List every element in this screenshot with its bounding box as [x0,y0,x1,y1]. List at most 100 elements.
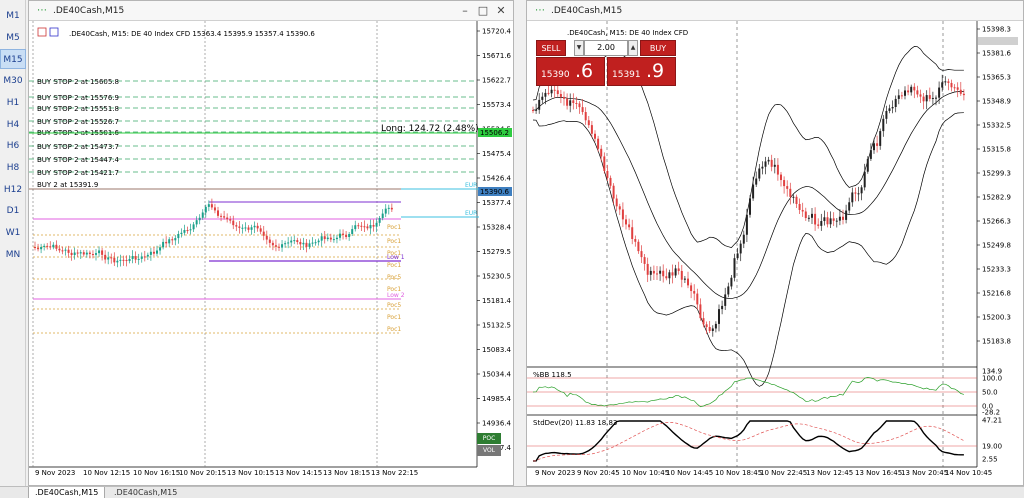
timeframe-w1[interactable]: W1 [5,228,21,238]
lot-increase-button[interactable]: ▲ [628,40,638,56]
candle-body [665,276,668,279]
timeframe-h6[interactable]: H6 [6,141,20,152]
timeframe-m30[interactable]: M30 [3,76,23,87]
buy-stop-label: BUY STOP 2 at 15473.7 [37,143,119,151]
candle-body [615,198,618,207]
price-chart-right[interactable]: .DE40Cash, M15: DE 40 Index CFD 15398.3 15… [527,21,1023,485]
candle-body [826,217,829,225]
minimize-icon[interactable]: – [462,4,468,17]
green-price-tag-text: 15506.2 [480,129,509,137]
poc-label: Poc1 [387,262,401,269]
candle-body [146,254,149,257]
candle-body [606,170,609,178]
chart-tab-1[interactable]: .DE40Cash,M15 [28,487,106,498]
candle-body [299,242,302,245]
timeframe-m5[interactable]: M5 [6,32,20,43]
time-tick-label: 9 Nov 2023 [35,469,75,477]
maximize-icon[interactable]: □ [477,4,489,17]
candle-body [535,109,538,111]
sell-price-button[interactable]: 15390 .6 [536,57,605,86]
timeframe-d1[interactable]: D1 [6,206,20,217]
candle-body [919,94,922,97]
timeframe-mn[interactable]: MN [5,249,21,260]
candle-body [253,225,256,228]
candle-body [866,158,869,172]
candle-body [369,225,372,229]
candle-body [566,98,569,106]
candle-body [183,230,186,233]
lot-size-input[interactable]: 2.00 [584,40,628,56]
window-titlebar-left[interactable]: ⋯ .DE40Cash,M15 – □ ✕ [29,1,513,21]
candle-body [357,225,360,227]
chart-tab-2[interactable]: .DE40Cash,M15 [114,488,178,497]
time-tick-label: 13 Nov 18:15 [323,469,370,477]
chart-window-right[interactable]: ⋯ .DE40Cash,M15 .DE40Cash, M15: DE 40 In… [526,0,1024,486]
candle-body [736,253,739,259]
candle-body [278,246,280,248]
candle-body [82,252,85,255]
candle-body [767,159,770,162]
candle-body [832,218,835,221]
long-profit-label: Long: 124.72 (2.48%) [381,124,479,134]
candle-body [550,89,553,94]
candle-body [795,196,798,204]
vol-button[interactable]: VOL [477,445,501,456]
time-tick-label: 10 Nov 20:15 [179,469,226,477]
candle-body [107,257,110,260]
candle-body [85,252,88,255]
candle-body [314,242,317,244]
candle-body [634,239,637,242]
poc-button[interactable]: POC [477,433,501,444]
candle-body [820,221,823,226]
candle-body [556,90,559,95]
candle-body [265,235,268,240]
candle-body [381,213,384,219]
buy-price-button[interactable]: 15391 .9 [607,57,676,86]
close-icon[interactable]: ✕ [496,4,506,17]
candle-body [764,161,767,167]
candle-body [584,112,587,121]
candle-body [811,213,813,218]
chart-window-left[interactable]: ⋯ .DE40Cash,M15 – □ ✕ .DE40Cash, M15: DE… [28,0,514,486]
candle-body [140,256,143,259]
candle-body [904,90,906,96]
stddev-axis-label: 2.55 [982,456,998,464]
timeframe-h8[interactable]: H8 [6,162,20,173]
price-tick-label: 15328.4 [482,224,511,232]
candle-body [894,98,897,107]
candle-body [770,159,773,167]
window-titlebar-right[interactable]: ⋯ .DE40Cash,M15 [527,1,1023,21]
candle-body [854,192,857,194]
time-tick-label: 10 Nov 10:45 [622,469,669,477]
candle-body [88,252,91,255]
candle-body [241,227,244,229]
candle-body [869,150,872,159]
candle-body [229,219,232,221]
timeframe-m1[interactable]: M1 [6,11,20,21]
candle-body [618,206,621,210]
candle-body [807,217,810,219]
candle-body [156,250,158,254]
candle-body [761,166,764,169]
timeframe-m15[interactable]: M15 [0,49,26,70]
price-tick-label: 15573.4 [482,101,511,109]
lot-decrease-button[interactable]: ▼ [574,40,584,56]
candle-body [817,224,820,226]
price-chart-left[interactable]: .DE40Cash, M15: DE 40 Index CFD 15363.4 … [29,21,513,485]
candle-body [851,192,854,203]
candle-body [913,86,916,91]
candle-body [621,209,624,220]
bb-axis-label: 100.0 [982,375,1002,383]
timeframe-h1[interactable]: H1 [6,97,20,108]
timeframe-h4[interactable]: H4 [6,119,20,130]
candle-body [838,216,841,221]
sell-button[interactable]: SELL [536,40,566,56]
candle-body [271,242,274,246]
candle-body [730,277,733,287]
candle-body [749,198,751,215]
candle-body [575,102,578,104]
price-tick-label: 15266.3 [982,218,1011,226]
candle-body [876,143,879,146]
buy-button[interactable]: BUY [640,40,676,56]
timeframe-h12[interactable]: H12 [3,184,23,195]
